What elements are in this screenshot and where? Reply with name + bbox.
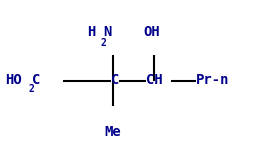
Text: 2: 2 xyxy=(100,38,106,48)
Text: H: H xyxy=(87,25,95,39)
Text: 2: 2 xyxy=(28,84,34,94)
Text: C: C xyxy=(32,74,40,87)
Text: CH: CH xyxy=(146,74,162,87)
Text: HO: HO xyxy=(5,74,22,87)
Text: Me: Me xyxy=(105,125,121,139)
Text: Pr-n: Pr-n xyxy=(196,74,230,87)
Text: C: C xyxy=(111,74,119,87)
Text: OH: OH xyxy=(143,25,160,39)
Text: N: N xyxy=(104,25,112,39)
